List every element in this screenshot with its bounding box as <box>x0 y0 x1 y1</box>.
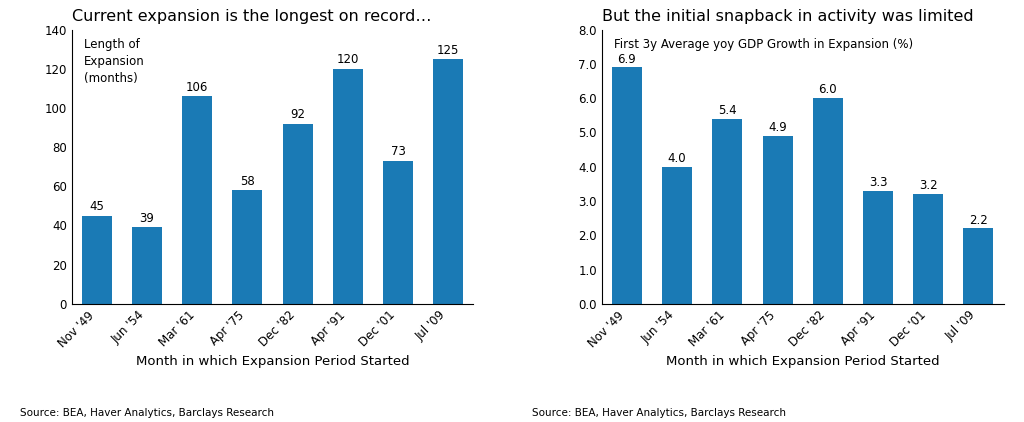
Bar <box>863 191 893 304</box>
Bar <box>383 161 413 304</box>
Bar <box>713 119 742 304</box>
Bar <box>813 98 843 304</box>
Bar <box>283 124 312 304</box>
Text: 2.2: 2.2 <box>969 214 988 227</box>
Text: 3.3: 3.3 <box>868 176 887 189</box>
Text: 45: 45 <box>89 200 104 213</box>
Bar <box>763 136 793 304</box>
X-axis label: Month in which Expansion Period Started: Month in which Expansion Period Started <box>136 355 410 368</box>
Text: 58: 58 <box>240 175 255 188</box>
Bar <box>433 59 463 304</box>
Bar <box>612 67 642 304</box>
Text: 125: 125 <box>437 43 460 57</box>
Bar <box>82 216 112 304</box>
Text: 4.0: 4.0 <box>668 152 686 165</box>
Bar <box>913 194 943 304</box>
Text: 73: 73 <box>390 146 406 158</box>
Text: 6.0: 6.0 <box>818 84 837 96</box>
Text: 4.9: 4.9 <box>768 121 787 134</box>
Bar <box>663 167 692 304</box>
Text: Length of
Expansion
(months): Length of Expansion (months) <box>84 38 144 85</box>
Text: First 3y Average yoy GDP Growth in Expansion (%): First 3y Average yoy GDP Growth in Expan… <box>614 38 913 51</box>
Text: Source: BEA, Haver Analytics, Barclays Research: Source: BEA, Haver Analytics, Barclays R… <box>532 408 786 418</box>
Bar <box>232 190 262 304</box>
Bar <box>132 227 162 304</box>
Text: Source: BEA, Haver Analytics, Barclays Research: Source: BEA, Haver Analytics, Barclays R… <box>20 408 274 418</box>
Text: Current expansion is the longest on record…: Current expansion is the longest on reco… <box>72 9 431 24</box>
Text: 39: 39 <box>139 212 155 225</box>
X-axis label: Month in which Expansion Period Started: Month in which Expansion Period Started <box>666 355 939 368</box>
Text: 3.2: 3.2 <box>919 179 938 192</box>
Bar <box>964 228 993 304</box>
Text: 92: 92 <box>290 108 305 121</box>
Text: 106: 106 <box>186 81 209 94</box>
Text: 6.9: 6.9 <box>617 53 636 65</box>
Text: 5.4: 5.4 <box>718 104 736 117</box>
Text: 120: 120 <box>337 53 359 66</box>
Text: But the initial snapback in activity was limited: But the initial snapback in activity was… <box>602 9 974 24</box>
Bar <box>333 69 362 304</box>
Bar <box>182 96 212 304</box>
